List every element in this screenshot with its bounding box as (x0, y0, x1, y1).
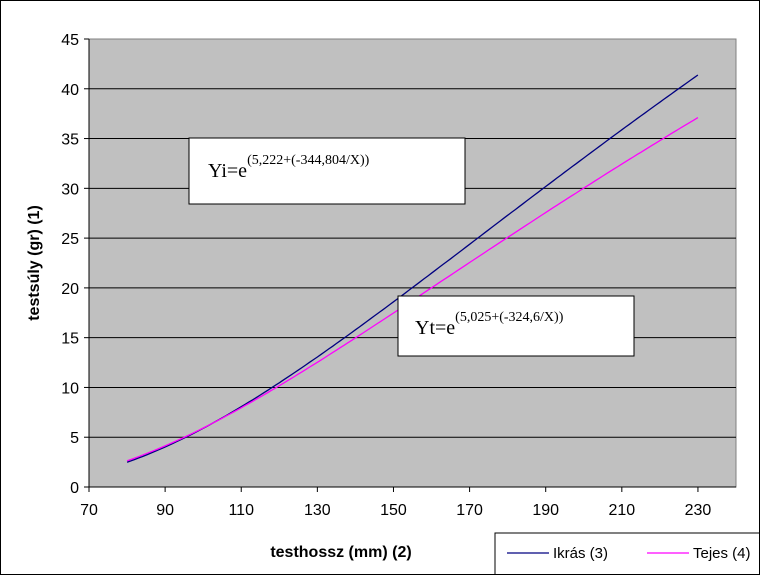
y-tick-label: 30 (61, 181, 79, 198)
x-axis-title: testhossz (mm) (2) (270, 544, 411, 561)
x-tick-label: 190 (532, 502, 559, 519)
equation-box-ikras: Yi=e(5,222+(-344,804/X)) (188, 137, 466, 205)
legend-label-ikras: Ikrás (3) (553, 545, 608, 562)
y-tick-label: 25 (61, 231, 79, 248)
equation-box-ikras-frame (188, 137, 466, 205)
equation-ikras-lhs: Yi=e (208, 160, 247, 182)
equation-box-tejes-frame (397, 295, 635, 357)
equation-tejes: Yt=e(5,025+(-324,6/X)) (415, 310, 564, 339)
x-tick-label: 210 (608, 502, 635, 519)
x-axis-ticks: 70 90 110 130 150 170 190 210 230 (80, 486, 736, 519)
plot-area (88, 38, 737, 488)
y-tick-label: 45 (61, 32, 79, 49)
y-tick-label: 35 (61, 132, 79, 149)
x-tick-label: 90 (156, 502, 174, 519)
x-tick-label: 150 (380, 502, 407, 519)
y-axis-ticks: 0 5 10 15 20 25 30 35 40 45 (61, 32, 90, 497)
legend: Ikrás (3) Tejes (4) (494, 532, 759, 574)
equation-ikras: Yi=e(5,222+(-344,804/X)) (208, 153, 370, 182)
x-tick-label: 230 (685, 502, 712, 519)
y-tick-label: 5 (70, 430, 79, 447)
x-tick-label: 130 (304, 502, 331, 519)
x-tick-label: 110 (228, 502, 254, 519)
equation-tejes-exponent: (5,025+(-324,6/X)) (455, 310, 564, 325)
y-tick-label: 10 (61, 380, 79, 397)
y-axis-title: testsúly (gr) (1) (26, 205, 43, 321)
equation-tejes-lhs: Yt=e (415, 317, 455, 339)
x-tick-label: 70 (80, 502, 98, 519)
y-tick-label: 0 (70, 480, 79, 497)
x-tick-label: 170 (456, 502, 483, 519)
y-tick-label: 40 (61, 82, 79, 99)
y-tick-label: 15 (61, 331, 79, 348)
equation-ikras-exponent: (5,222+(-344,804/X)) (247, 153, 370, 168)
equation-box-tejes: Yt=e(5,025+(-324,6/X)) (397, 295, 635, 357)
y-tick-label: 20 (61, 281, 79, 298)
legend-label-tejes: Tejes (4) (693, 545, 751, 562)
